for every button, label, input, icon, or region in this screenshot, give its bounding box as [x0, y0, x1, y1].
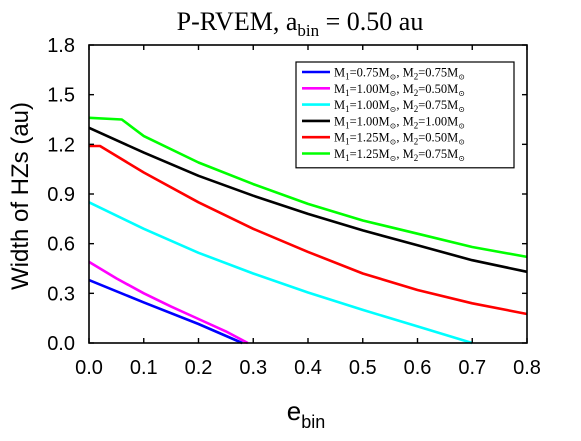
legend-label-5: M1=1.25M⊙, M2=0.50M⊙	[334, 131, 465, 147]
x-tick-label: 0.6	[404, 357, 432, 379]
y-tick-label: 0.3	[47, 283, 75, 305]
series-line-3	[88, 201, 473, 345]
x-axis-label: ebin	[287, 396, 326, 432]
x-tick-label: 0.0	[75, 357, 103, 379]
x-tick-label: 0.8	[513, 357, 541, 379]
y-tick-label: 1.2	[47, 134, 75, 156]
legend-label-2: M1=1.00M⊙, M2=0.50M⊙	[334, 82, 465, 98]
chart-title: P-RVEM, abin = 0.50 au	[177, 7, 424, 40]
series-line-1	[88, 278, 243, 345]
plot-area	[88, 116, 528, 345]
x-tick-label: 0.1	[130, 357, 158, 379]
series-line-5	[89, 144, 528, 316]
series-line-4	[88, 126, 528, 274]
y-tick-label: 1.8	[47, 35, 75, 57]
x-tick-label: 0.5	[349, 357, 377, 379]
y-tick-label: 1.5	[47, 85, 75, 107]
x-tick-label: 0.2	[185, 357, 213, 379]
y-tick-label: 0.9	[47, 184, 75, 206]
legend-label-6: M1=1.25M⊙, M2=0.75M⊙	[334, 147, 465, 163]
legend-label-1: M1=0.75M⊙, M2=0.75M⊙	[334, 66, 465, 82]
series-line-6	[88, 116, 528, 259]
y-tick-label: 0.0	[47, 333, 75, 355]
series-line-2	[88, 260, 249, 345]
legend-label-3: M1=1.00M⊙, M2=0.75M⊙	[334, 98, 465, 114]
axis-ticks: 0.0 0.1 0.2 0.3 0.4 0.5 0.6 0.7 0.8 0.0 0.3 0.6 0.9 1…	[47, 35, 541, 379]
x-tick-label: 0.7	[458, 357, 486, 379]
y-tick-label: 0.6	[47, 234, 75, 256]
legend: M1=0.75M⊙, M2=0.75M⊙M1=1.00M⊙, M2=0.50M⊙…	[295, 61, 515, 169]
x-tick-label: 0.3	[239, 357, 267, 379]
legend-label-4: M1=1.00M⊙, M2=1.00M⊙	[334, 114, 465, 130]
y-axis-label: Width of HZs (au)	[7, 102, 34, 290]
legend-box	[295, 61, 515, 169]
x-tick-label: 0.4	[294, 357, 322, 379]
